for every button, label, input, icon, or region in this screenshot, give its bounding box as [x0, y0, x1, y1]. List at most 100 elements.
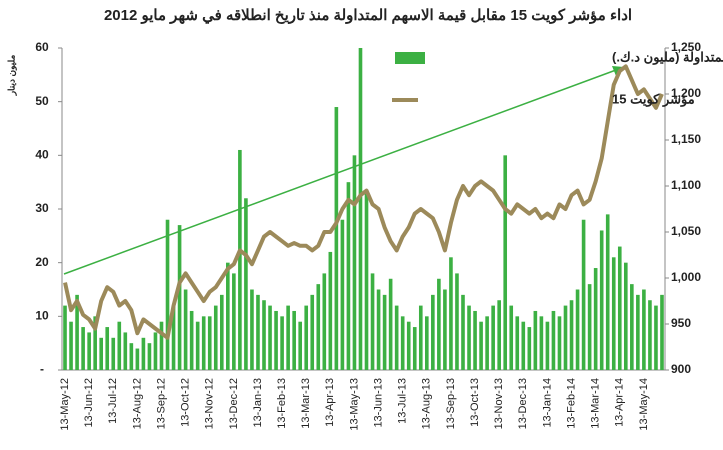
bar	[69, 321, 73, 370]
bar	[195, 321, 200, 370]
bar	[575, 289, 580, 370]
bar	[292, 310, 296, 370]
bar	[370, 273, 375, 370]
bar	[648, 300, 652, 370]
bar	[87, 332, 91, 370]
y2-tick-label: 900	[671, 362, 691, 376]
x-tick-label: 13-Jul-12	[107, 378, 119, 424]
bar	[467, 305, 471, 370]
bar	[358, 48, 363, 370]
bar	[654, 305, 658, 370]
x-tick-label: 13-May-13	[348, 378, 360, 431]
bar	[364, 192, 369, 370]
bar	[485, 316, 489, 370]
bar	[244, 198, 248, 370]
bar	[412, 327, 417, 370]
y2-tick-label: 1,100	[671, 178, 701, 192]
x-tick-label: 13-Mar-13	[300, 378, 312, 429]
bar	[207, 316, 212, 370]
bar	[147, 343, 152, 370]
bar	[509, 305, 514, 370]
bar	[473, 310, 477, 370]
bar	[617, 246, 622, 370]
bar	[563, 305, 568, 370]
bar	[232, 273, 236, 370]
bar	[388, 278, 393, 370]
bar	[443, 289, 447, 370]
bar	[587, 284, 592, 370]
y2-tick-label: 950	[671, 316, 691, 330]
bar	[159, 321, 164, 370]
bar	[280, 316, 284, 370]
bar	[503, 155, 508, 370]
bar	[376, 289, 381, 370]
x-tick-label: 13-Jul-13	[397, 378, 409, 424]
bar	[226, 262, 230, 370]
y-tick-label: 50	[35, 94, 49, 108]
y2-tick-label: 1,200	[671, 86, 701, 100]
bar	[262, 300, 266, 370]
bar	[527, 327, 532, 370]
bar	[219, 294, 224, 370]
trend-arrow	[63, 69, 617, 275]
x-tick-label: 13-Apr-14	[614, 378, 626, 427]
bar	[352, 155, 357, 370]
bar	[189, 310, 194, 370]
line	[63, 64, 664, 340]
bar	[551, 310, 556, 370]
legend-label: القيمة المتداولة (مليون د.ك.)	[612, 49, 723, 65]
x-tick-label: 13-Sep-12	[155, 378, 167, 429]
bar	[81, 327, 85, 370]
bar	[238, 149, 242, 370]
x-tick-label: 13-Sep-13	[445, 378, 457, 429]
bar	[340, 219, 345, 370]
bar	[497, 300, 501, 370]
bar	[431, 294, 435, 370]
bar	[406, 321, 411, 370]
bar	[183, 289, 188, 370]
y-tick-label: 60	[35, 40, 49, 54]
y-tick-label: 10	[35, 309, 49, 323]
bar	[111, 337, 116, 370]
y2-tick-label: 1,150	[671, 132, 701, 146]
legend-swatch	[395, 52, 425, 64]
bar	[304, 305, 309, 370]
x-tick-label: 13-Jan-14	[541, 378, 553, 428]
bar	[286, 305, 290, 370]
bar	[117, 321, 122, 370]
bar	[642, 289, 646, 370]
bar	[316, 284, 321, 370]
bar	[394, 305, 399, 370]
chart-title: اداء مؤشر كويت 15 مقابل قيمة الاسهم المت…	[104, 7, 632, 25]
y2-tick-label: 1,000	[671, 270, 701, 284]
legend-label: مؤشر كويت 15	[612, 91, 695, 107]
bar	[322, 273, 327, 370]
bar	[63, 305, 67, 370]
bar	[461, 294, 465, 370]
bar	[75, 294, 79, 370]
bar	[346, 182, 351, 370]
y-tick-label: 40	[35, 148, 49, 162]
bar	[213, 305, 218, 370]
bar	[93, 316, 97, 370]
bar	[201, 316, 206, 370]
bar	[455, 273, 459, 370]
bar	[636, 294, 640, 370]
bar	[171, 305, 176, 370]
x-tick-label: 13-Aug-12	[131, 378, 143, 429]
bar	[491, 305, 495, 370]
bar	[334, 107, 339, 371]
x-tick-label: 13-Dec-13	[517, 378, 529, 429]
bar	[418, 305, 423, 370]
bar	[141, 337, 146, 370]
bar	[630, 284, 634, 370]
x-tick-label: 13-Oct-12	[180, 378, 192, 427]
y-tick-label: 30	[35, 201, 49, 215]
bar	[479, 321, 483, 370]
bar	[425, 316, 429, 370]
x-tick-label: 13-May-14	[638, 378, 650, 431]
x-tick-label: 13-Feb-13	[276, 378, 288, 429]
y-tick-label: 20	[35, 255, 49, 269]
bar	[123, 332, 128, 370]
